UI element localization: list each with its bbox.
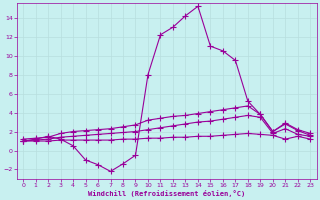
X-axis label: Windchill (Refroidissement éolien,°C): Windchill (Refroidissement éolien,°C) <box>88 190 245 197</box>
